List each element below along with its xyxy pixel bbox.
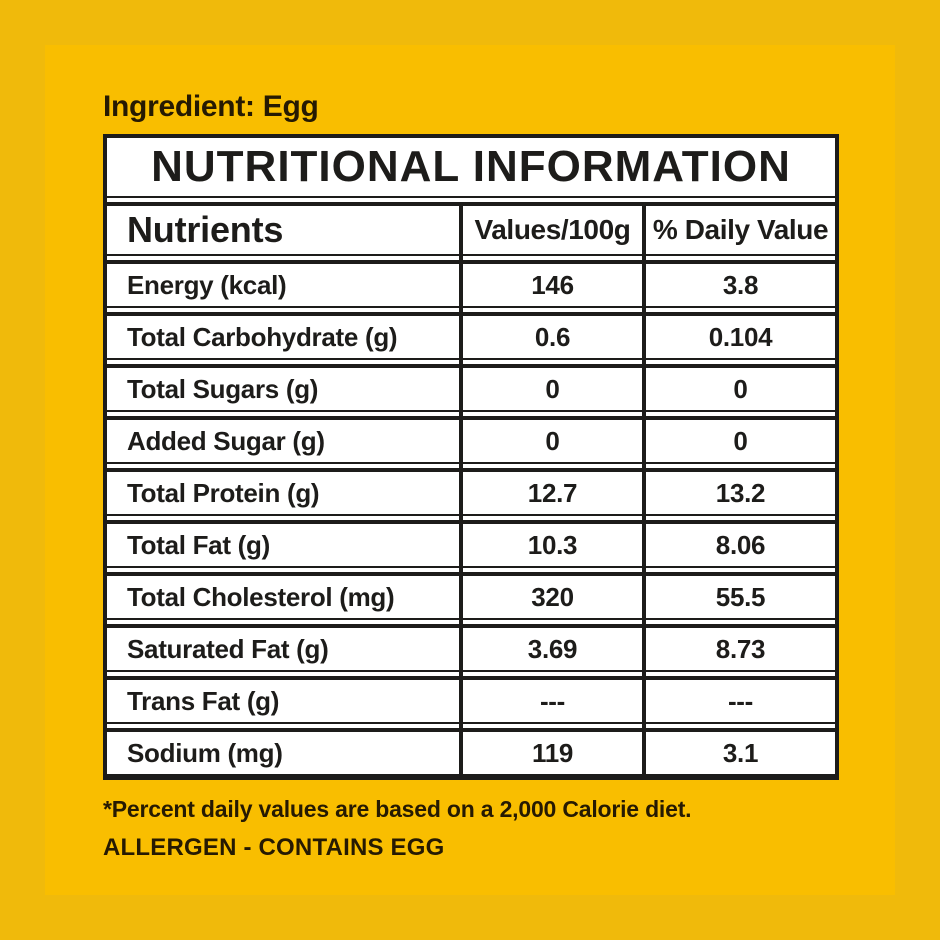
nutrient-name-cell: Sodium (mg) — [127, 737, 283, 768]
nutrition-table: NUTRITIONAL INFORMATION Nutrients Values… — [103, 134, 839, 780]
nutrient-name-cell: Total Fat (g) — [127, 529, 270, 560]
nutrient-name-cell: Total Sugars (g) — [127, 373, 319, 404]
nutrient-name-cell: Saturated Fat (g) — [127, 633, 329, 664]
table-row: Sodium (mg) 119 3.1 — [107, 728, 835, 776]
table-row: Total Carbohydrate (g) 0.6 0.104 — [107, 312, 835, 360]
value-cell: 0 — [545, 425, 560, 456]
daily-value-cell: --- — [727, 685, 754, 716]
nutrient-name-cell: Total Cholesterol (mg) — [127, 581, 395, 612]
value-cell: --- — [539, 685, 566, 716]
daily-value-cell: 13.2 — [715, 477, 766, 508]
table-row: Energy (kcal) 146 3.8 — [107, 260, 835, 308]
nutrient-name-cell: Total Protein (g) — [127, 477, 320, 508]
nutrient-name-cell: Trans Fat (g) — [127, 685, 280, 716]
daily-value-cell: 8.73 — [715, 633, 766, 664]
table-row: Trans Fat (g) --- --- — [107, 676, 835, 724]
daily-value-cell: 0 — [733, 373, 748, 404]
table-row: Saturated Fat (g) 3.69 8.73 — [107, 624, 835, 672]
nutrient-name-cell: Added Sugar (g) — [127, 425, 325, 456]
value-cell: 12.7 — [527, 477, 578, 508]
table-row: Total Sugars (g) 0 0 — [107, 364, 835, 412]
table-row: Added Sugar (g) 0 0 — [107, 416, 835, 464]
column-header-values: Values/100g — [474, 214, 631, 245]
column-divider — [459, 202, 463, 776]
table-title: NUTRITIONAL INFORMATION — [107, 138, 835, 198]
column-divider — [642, 202, 646, 776]
value-cell: 0 — [545, 373, 560, 404]
value-cell: 146 — [531, 269, 574, 300]
daily-value-footnote: *Percent daily values are based on a 2,0… — [103, 796, 692, 822]
daily-value-cell: 0 — [733, 425, 748, 456]
label-content: Ingredient: Egg NUTRITIONAL INFORMATION … — [103, 90, 839, 862]
nutrient-name-cell: Total Carbohydrate (g) — [127, 321, 398, 352]
table-row: Total Protein (g) 12.7 13.2 — [107, 468, 835, 516]
ingredient-heading: Ingredient: Egg — [103, 90, 319, 123]
daily-value-cell: 55.5 — [715, 581, 766, 612]
value-cell: 320 — [531, 581, 574, 612]
daily-value-cell: 3.8 — [722, 269, 759, 300]
value-cell: 0.6 — [534, 321, 571, 352]
value-cell: 10.3 — [527, 529, 578, 560]
value-cell: 3.69 — [527, 633, 578, 664]
table-header-row: Nutrients Values/100g % Daily Value — [107, 202, 835, 256]
allergen-note: ALLERGEN - CONTAINS EGG — [103, 834, 445, 862]
table-row: Total Cholesterol (mg) 320 55.5 — [107, 572, 835, 620]
value-cell: 119 — [531, 737, 574, 768]
column-header-daily-value: % Daily Value — [652, 214, 829, 245]
daily-value-cell: 3.1 — [722, 737, 759, 768]
daily-value-cell: 0.104 — [708, 321, 773, 352]
table-row: Total Fat (g) 10.3 8.06 — [107, 520, 835, 568]
daily-value-cell: 8.06 — [715, 529, 766, 560]
nutrient-name-cell: Energy (kcal) — [127, 269, 287, 300]
column-header-nutrients: Nutrients — [127, 209, 284, 250]
